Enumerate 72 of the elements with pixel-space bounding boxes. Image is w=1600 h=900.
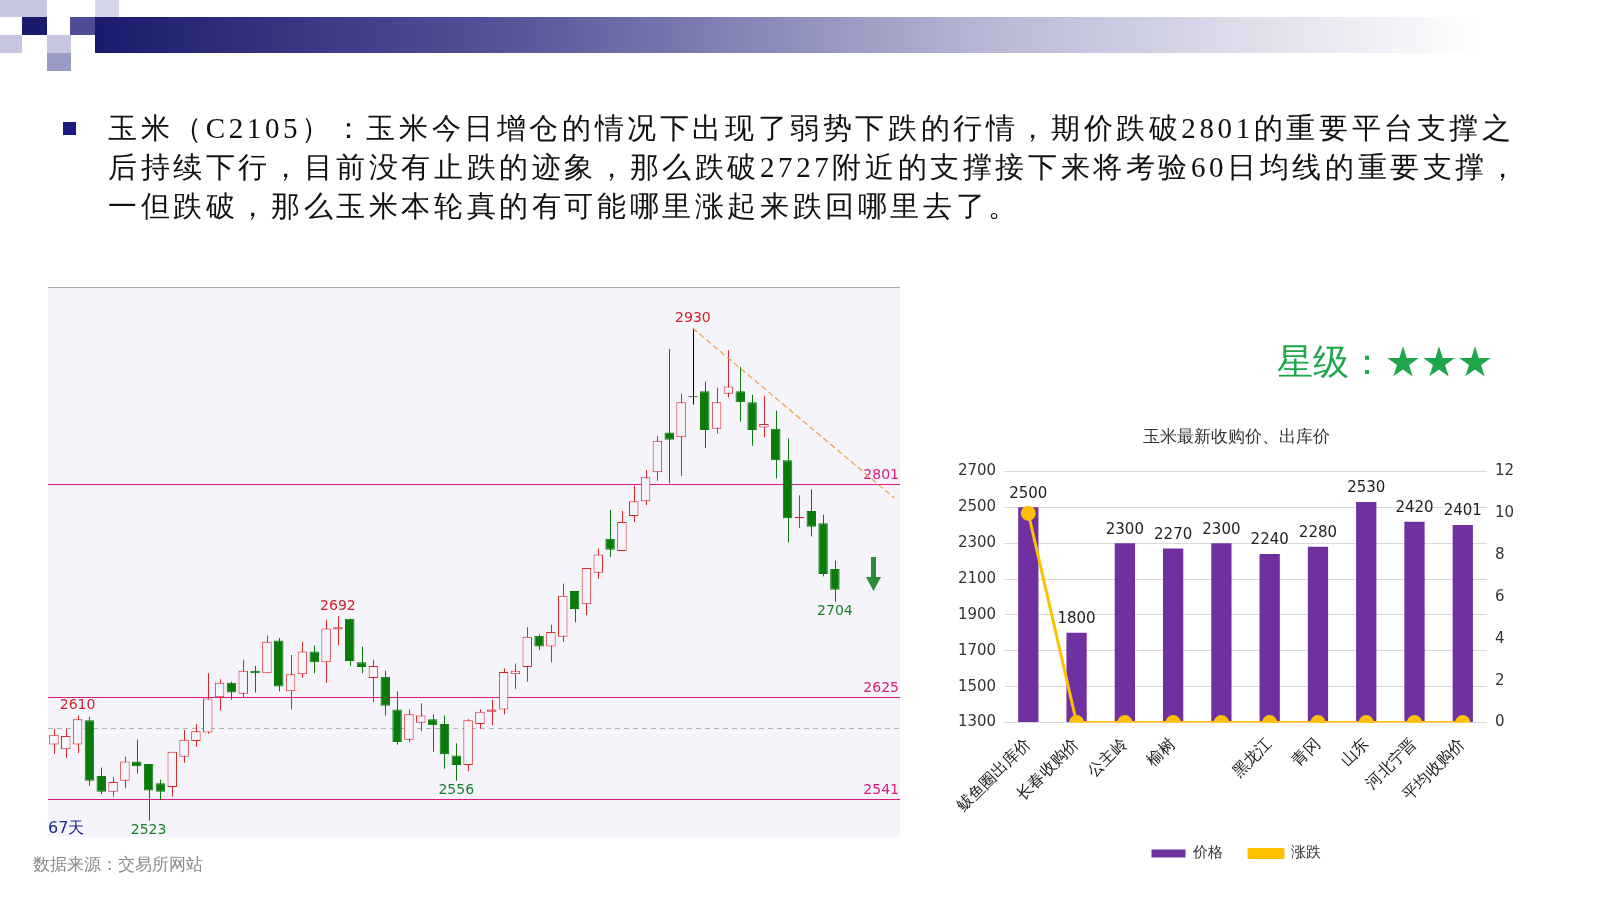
candlestick (309, 644, 319, 674)
ref-line-label: 2625 (863, 679, 899, 696)
candlestick (451, 742, 461, 782)
y2-tick-label: 2 (1494, 670, 1505, 689)
data-label: 2401 (1443, 501, 1482, 520)
y2-tick-label: 0 (1494, 712, 1505, 731)
candlestick (830, 560, 840, 603)
candlestick (333, 615, 343, 646)
annotation: 2692 (320, 596, 356, 613)
candlestick (735, 366, 745, 423)
data-label: 2500 (1009, 483, 1048, 502)
candlestick (427, 713, 438, 753)
data-label: 2530 (1347, 478, 1386, 497)
legend-label: 涨跌 (1290, 844, 1321, 861)
ref-line-label: 2801 (863, 466, 899, 483)
y2-tick-label: 4 (1494, 628, 1505, 647)
x-tick-label: 黑龙江 (1228, 734, 1275, 781)
annotation: 2523 (130, 821, 167, 838)
candlestick (238, 659, 248, 698)
annotation: 2556 (438, 781, 475, 798)
y-tick-label: 2500 (957, 497, 997, 516)
x-tick-label: 青冈 (1288, 734, 1324, 770)
candlestick (356, 646, 367, 674)
data-label: 2300 (1202, 519, 1241, 538)
annotation: 2610 (59, 696, 96, 713)
candlestick (569, 590, 580, 623)
data-label: 1800 (1057, 609, 1096, 628)
chart-title: 玉米最新收购价、出库价 (1142, 426, 1330, 446)
y-tick-label: 1700 (957, 640, 997, 659)
candlestick (664, 348, 674, 484)
legend-label: 价格 (1192, 844, 1223, 861)
candlestick (593, 548, 603, 580)
candlestick (226, 681, 237, 701)
data-label: 2420 (1395, 498, 1434, 517)
source-note: 数据来源：交易所网站 (33, 855, 203, 875)
y-tick-label: 1300 (957, 712, 997, 731)
candlestick (179, 729, 189, 764)
x-tick-label: 榆树 (1143, 734, 1179, 770)
x-tick-label: 公主岭 (1083, 734, 1130, 781)
candlestick (759, 395, 769, 438)
data-label: 2300 (1105, 519, 1144, 538)
candlestick (723, 349, 734, 398)
candlestick (297, 641, 308, 679)
candlestick (120, 756, 130, 789)
y-tick-label: 1900 (957, 604, 997, 623)
candlestick (72, 715, 83, 754)
candlestick (487, 699, 497, 726)
candlestick (155, 779, 166, 801)
x-tick-label: 山东 (1336, 734, 1372, 770)
annotation: 2930 (675, 309, 711, 325)
annotation: 2704 (817, 602, 853, 619)
y-tick-label: 2300 (957, 533, 997, 552)
y2-tick-label: 12 (1494, 461, 1515, 480)
data-label: 2270 (1154, 524, 1193, 543)
y-tick-label: 2700 (957, 461, 997, 480)
candlestick (640, 469, 651, 506)
text: 星级：★★★ (1277, 342, 1493, 384)
annotation: 67天 (48, 818, 85, 838)
y-tick-label: 2100 (957, 568, 997, 587)
candlestick (285, 654, 296, 710)
y2-tick-label: 10 (1494, 503, 1515, 522)
candlestick (416, 702, 426, 732)
candlestick (132, 739, 142, 775)
chart-title: 玉米（C2105）：玉米今日增仓的情况下出现了弱势下跌的行情，期价跌破2801的重要平台支撑之后持续下行，目前没有止跌的迹象，那么跌破2727附近的支撑接下来将考验60日均线的重要支撑，一但跌破，那么玉米本轮真的有可能哪里涨起来跌回哪里去了。 (108, 111, 1522, 224)
y2-tick-label: 6 (1494, 586, 1505, 605)
candlestick (404, 708, 414, 743)
data-label: 2280 (1298, 523, 1338, 542)
y-tick-label: 1500 (957, 676, 997, 695)
ref-line-label: 2541 (863, 781, 899, 798)
y2-tick-label: 8 (1494, 545, 1505, 563)
candlestick (605, 509, 615, 558)
data-label: 2240 (1250, 530, 1289, 549)
